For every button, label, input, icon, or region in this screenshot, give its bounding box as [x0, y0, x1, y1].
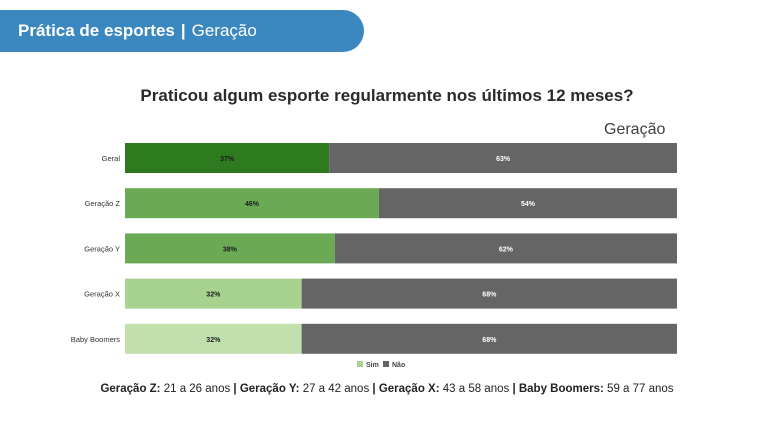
header-separator: | — [180, 21, 186, 40]
bar-segment-sim — [125, 143, 330, 173]
bar-segment-sim — [125, 323, 302, 354]
footnote-age-range: 27 a 42 anos — [299, 383, 370, 395]
category-label: Geração Z — [85, 199, 121, 208]
section-subtitle: Geração — [191, 21, 257, 40]
chart-title: Praticou algum esporte regularmente nos … — [140, 86, 634, 105]
legend-label: Não — [392, 362, 405, 369]
data-label: 63% — [496, 156, 511, 163]
bar-segment-sim — [125, 278, 302, 309]
footnote-generation-label: Geração Z: — [100, 383, 161, 395]
section-header-tab: Prática de esportes | Geração — [0, 10, 364, 52]
footnote-age-range: 43 a 58 anos — [439, 383, 510, 395]
category-label: Geral — [102, 154, 121, 163]
legend-swatch — [383, 361, 389, 367]
footnote-age-range: 59 a 77 anos — [603, 383, 674, 395]
data-label: 54% — [521, 201, 536, 208]
section-title: Prática de esportes — [18, 21, 175, 40]
bar-segment-nao — [329, 143, 677, 173]
footnote-separator: | — [509, 383, 519, 395]
data-label: 68% — [482, 337, 497, 344]
chart-subtitle: Geração — [604, 121, 666, 138]
footnote-age-range: 21 a 26 anos — [160, 383, 231, 395]
footnote-generation-label: Geração X: — [378, 383, 440, 395]
footnote-generation-label: Baby Boomers: — [518, 383, 604, 395]
footnote-separator: | — [230, 383, 240, 395]
data-label: 38% — [223, 246, 238, 253]
data-label: 46% — [245, 201, 260, 208]
bar-segment-sim — [125, 233, 335, 264]
category-label: Geração X — [84, 290, 120, 299]
bar-segment-nao — [301, 323, 677, 354]
data-label: 68% — [482, 292, 497, 299]
data-label: 32% — [206, 337, 221, 344]
legend-swatch — [357, 361, 363, 367]
bar-segment-nao — [378, 188, 677, 219]
data-label: 32% — [206, 292, 221, 299]
data-label: 37% — [220, 156, 235, 163]
category-label: Geração Y — [84, 244, 120, 253]
footnote-generation-label: Geração Y: — [239, 383, 300, 395]
data-label: 62% — [499, 246, 514, 253]
legend-label: Sim — [366, 362, 379, 369]
footnote-separator: | — [369, 383, 379, 395]
bar-segment-nao — [334, 233, 677, 264]
generation-age-footnote: Geração Z: 21 a 26 anos | Geração Y: 27 … — [0, 383, 774, 395]
bar-segment-sim — [125, 188, 379, 219]
category-label: Baby Boomers — [71, 335, 120, 344]
bar-segment-nao — [301, 278, 677, 309]
